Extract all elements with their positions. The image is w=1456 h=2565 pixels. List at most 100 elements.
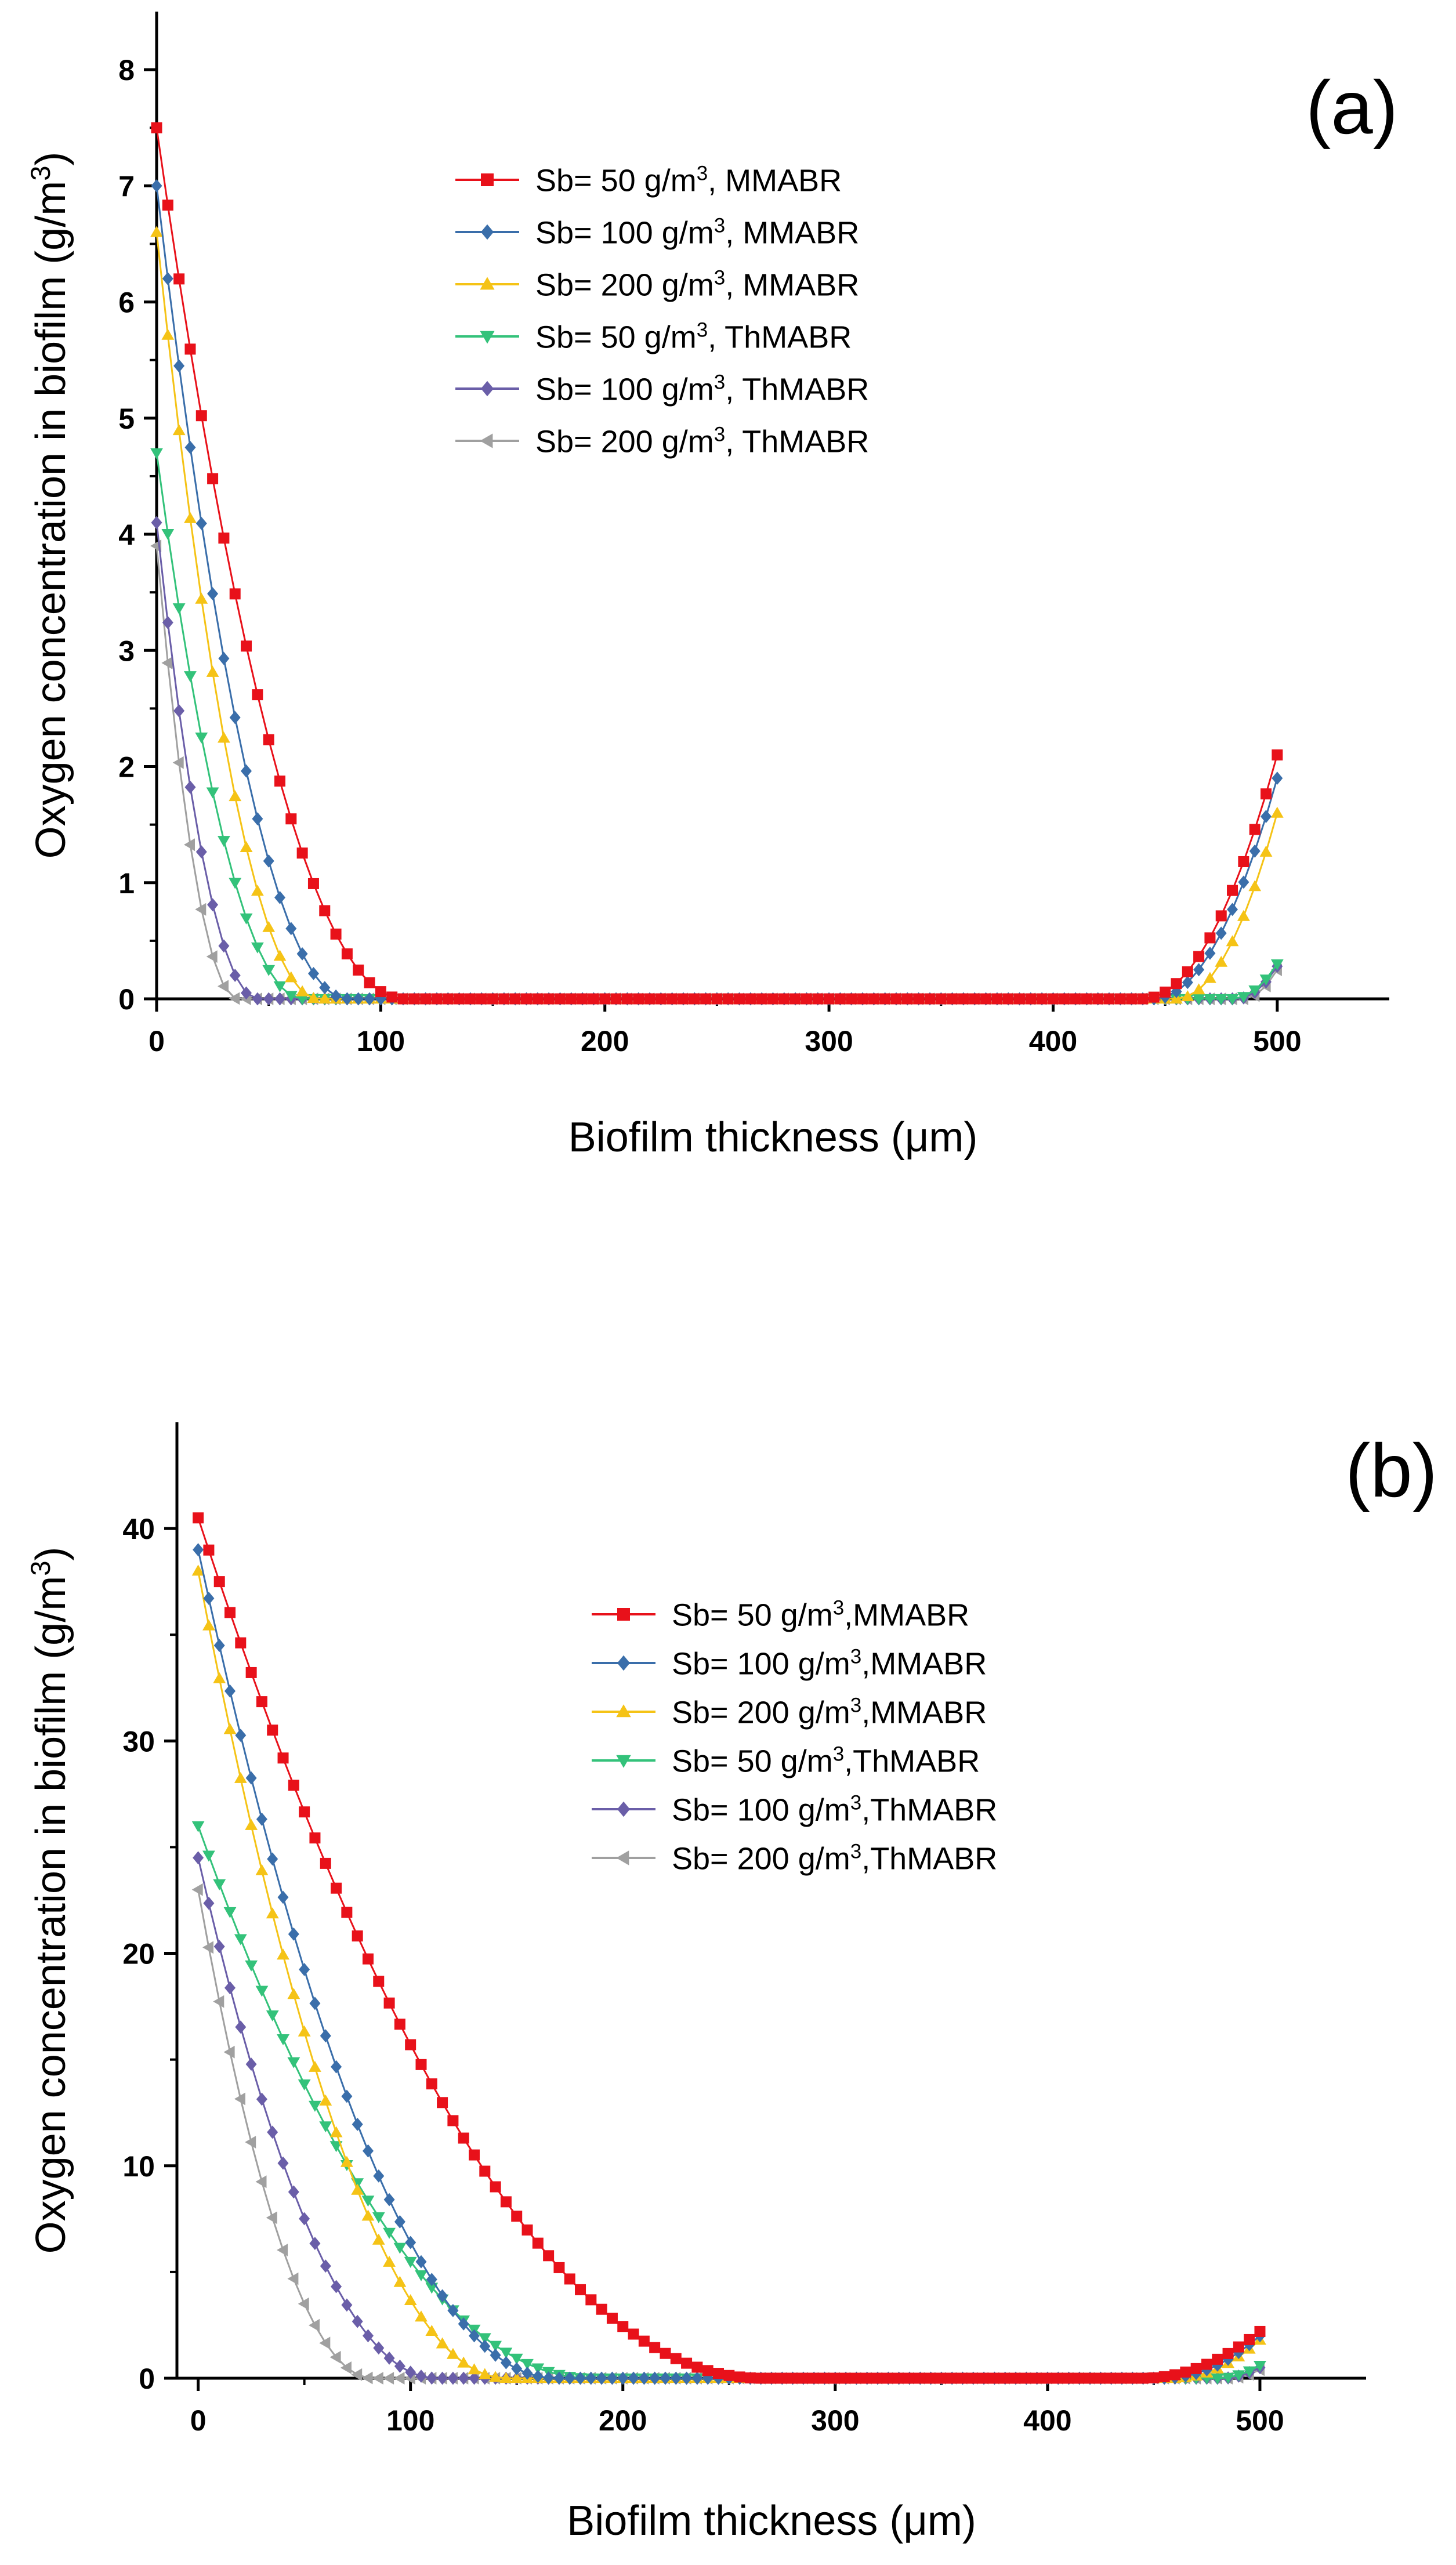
data-point	[162, 200, 173, 211]
data-point	[447, 2304, 459, 2317]
data-point	[298, 2079, 311, 2091]
data-point	[383, 2255, 396, 2267]
data-point	[1002, 993, 1014, 1005]
data-point	[458, 2371, 469, 2385]
data-point	[213, 1995, 224, 2008]
data-point	[801, 993, 812, 1005]
legend-label-superscript: 3	[714, 214, 725, 237]
data-point	[734, 993, 745, 1005]
data-point	[277, 1948, 289, 1960]
data-point	[307, 992, 320, 1003]
data-point	[394, 2359, 405, 2373]
data-point	[262, 921, 276, 932]
data-point	[479, 2339, 491, 2353]
data-point	[1272, 749, 1283, 761]
legend-label-text-end: ,ThMABR	[861, 1841, 997, 1876]
data-point	[638, 2371, 650, 2385]
data-point	[363, 2329, 374, 2343]
data-point	[202, 1850, 215, 1862]
legend-label: Sb= 100 g/m3,MMABR	[672, 1645, 987, 1682]
data-point	[218, 532, 230, 544]
data-point	[318, 992, 331, 1004]
legend-label-text-end: ,MMABR	[861, 1695, 987, 1730]
data-point	[319, 981, 331, 994]
data-point	[277, 2244, 288, 2256]
data-point	[1192, 994, 1205, 1005]
data-point	[1169, 2369, 1181, 2381]
data-point	[1204, 932, 1216, 944]
data-point	[585, 2371, 597, 2385]
data-point	[245, 2136, 256, 2149]
y-axis-label-text-end: )	[28, 152, 74, 166]
data-point	[1020, 2372, 1032, 2384]
legend-marker	[480, 331, 495, 344]
data-point	[1201, 2359, 1212, 2370]
legend-label: Sb= 100 g/m3, ThMABR	[535, 371, 869, 407]
data-point	[500, 2196, 512, 2208]
y-axis-label-text: Oxygen concentration in biofilm (g/m	[28, 1576, 74, 2254]
data-point	[252, 992, 263, 1006]
data-point	[564, 2371, 575, 2385]
legend-entry: Sb= 50 g/m3,ThMABR	[592, 1742, 980, 1778]
x-tick-label: 0	[190, 2404, 207, 2437]
data-point	[904, 2372, 915, 2384]
x-tick-label: 200	[581, 1025, 629, 1057]
legend-label-superscript: 3	[833, 1742, 844, 1765]
y-tick-label: 6	[118, 287, 135, 319]
data-point	[914, 2372, 926, 2384]
data-point	[649, 2342, 661, 2353]
data-point	[1014, 993, 1025, 1005]
data-point	[499, 2372, 513, 2383]
data-point	[184, 780, 196, 794]
data-point	[879, 993, 891, 1005]
data-point	[1237, 992, 1250, 1003]
data-point	[151, 179, 162, 193]
data-point	[426, 2273, 437, 2287]
data-point	[1248, 880, 1262, 892]
data-point	[1148, 2372, 1160, 2383]
data-point	[383, 1997, 395, 2009]
data-point	[1106, 2372, 1117, 2384]
data-point	[307, 878, 319, 889]
data-point	[1261, 788, 1272, 800]
data-point	[329, 2126, 343, 2138]
data-point	[245, 1666, 257, 1678]
data-point	[405, 2236, 416, 2249]
legend-label-text: Sb= 100 g/m	[535, 215, 714, 250]
data-point	[1254, 2361, 1266, 2372]
data-point	[606, 2371, 618, 2385]
data-point	[299, 1806, 310, 1818]
y-axis-label-text: Oxygen concentration in biofilm (g/m	[28, 181, 74, 859]
chart-panel-b: 0 100 200 300 400 500 0 10 20 30 40 Biofilm thickne…	[25, 1422, 1437, 2544]
data-point	[1063, 2372, 1074, 2384]
data-point	[490, 2348, 501, 2362]
data-point	[287, 1988, 300, 1999]
data-point	[308, 967, 319, 980]
data-point	[330, 928, 342, 940]
data-point	[274, 776, 285, 787]
data-point	[373, 2169, 385, 2183]
data-point	[469, 2371, 480, 2385]
data-point	[1025, 993, 1037, 1005]
data-point	[267, 1725, 278, 1736]
data-point	[617, 2371, 629, 2385]
data-point	[218, 939, 230, 953]
y-tick-label: 2	[118, 751, 135, 784]
data-point	[191, 1883, 203, 1896]
legend-label-superscript: 3	[850, 1791, 861, 1814]
data-point	[830, 2372, 841, 2384]
data-point	[585, 2294, 597, 2306]
x-tick-label: 100	[357, 1025, 405, 1057]
data-point	[394, 2215, 405, 2229]
data-point	[224, 1607, 236, 1618]
data-point	[340, 2155, 353, 2167]
data-point	[193, 1512, 204, 1524]
data-point	[511, 2362, 523, 2375]
data-point	[353, 964, 364, 976]
data-point	[1204, 994, 1216, 1005]
data-point	[734, 2371, 745, 2383]
data-point	[288, 1780, 299, 1791]
data-point	[341, 2298, 353, 2312]
data-point	[405, 2365, 416, 2379]
